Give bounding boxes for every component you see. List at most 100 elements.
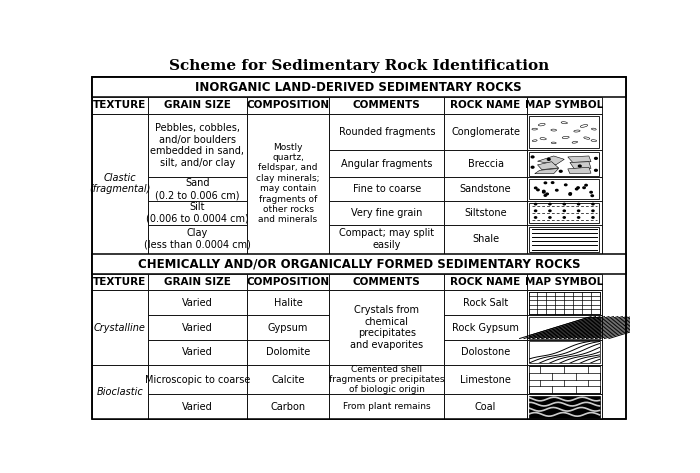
Bar <box>444 340 527 365</box>
Bar <box>330 365 444 394</box>
Text: Microscopic to coarse: Microscopic to coarse <box>145 375 250 385</box>
Circle shape <box>592 203 594 205</box>
Bar <box>330 225 444 254</box>
Ellipse shape <box>562 136 569 139</box>
Text: MAP SYMBOL: MAP SYMBOL <box>525 100 603 111</box>
Circle shape <box>546 193 548 195</box>
Text: Sandstone: Sandstone <box>460 184 511 194</box>
Circle shape <box>556 189 558 191</box>
Bar <box>527 225 601 254</box>
Text: Coal: Coal <box>475 402 496 412</box>
Text: Bioclastic: Bioclastic <box>97 387 144 397</box>
Bar <box>444 290 527 315</box>
Bar <box>444 394 527 419</box>
Bar <box>246 315 330 340</box>
Bar <box>330 290 444 419</box>
Bar <box>528 342 600 363</box>
Bar <box>528 396 600 418</box>
Bar <box>528 292 600 314</box>
Bar <box>330 177 444 201</box>
Ellipse shape <box>574 130 580 132</box>
Bar <box>444 274 527 290</box>
Ellipse shape <box>592 128 596 130</box>
Circle shape <box>531 166 534 168</box>
Circle shape <box>549 203 551 205</box>
Bar <box>529 152 599 175</box>
Text: Rounded fragments: Rounded fragments <box>339 127 435 137</box>
Text: Dolostone: Dolostone <box>461 347 510 358</box>
Bar <box>92 77 626 97</box>
Circle shape <box>559 170 562 172</box>
Circle shape <box>578 165 581 167</box>
Bar <box>246 290 330 315</box>
Ellipse shape <box>551 129 556 131</box>
Bar <box>527 150 601 177</box>
Bar <box>148 97 246 114</box>
Bar <box>148 365 246 394</box>
Bar <box>527 394 601 419</box>
Bar <box>148 290 246 315</box>
Bar <box>330 97 444 114</box>
Ellipse shape <box>552 142 556 144</box>
Bar <box>148 114 246 254</box>
Text: ROCK NAME: ROCK NAME <box>450 100 521 111</box>
Text: Scheme for Sedimentary Rock Identification: Scheme for Sedimentary Rock Identificati… <box>169 59 549 73</box>
Bar <box>92 290 148 365</box>
Bar <box>444 225 527 254</box>
Text: From plant remains: From plant remains <box>343 402 430 411</box>
Polygon shape <box>568 167 591 174</box>
Text: Sand
(0.2 to 0.006 cm): Sand (0.2 to 0.006 cm) <box>155 178 239 200</box>
Bar <box>527 114 601 254</box>
Text: Fine to coarse: Fine to coarse <box>353 184 421 194</box>
Circle shape <box>564 210 566 211</box>
Bar <box>92 254 626 274</box>
Text: COMMENTS: COMMENTS <box>353 277 421 287</box>
Ellipse shape <box>572 141 578 143</box>
Bar <box>529 203 599 223</box>
Text: Silt
(0.006 to 0.0004 cm): Silt (0.006 to 0.0004 cm) <box>146 202 248 224</box>
Text: Mostly
quartz,
feldspar, and
clay minerals;
may contain
fragments of
other rocks: Mostly quartz, feldspar, and clay minera… <box>256 143 320 224</box>
Ellipse shape <box>538 123 545 126</box>
Circle shape <box>578 203 580 205</box>
Circle shape <box>578 210 580 211</box>
Bar <box>148 274 246 290</box>
Bar <box>444 114 527 254</box>
Bar <box>330 114 444 254</box>
Circle shape <box>542 190 545 192</box>
Text: Crystalline: Crystalline <box>94 323 146 333</box>
Text: Very fine grain: Very fine grain <box>351 208 423 218</box>
Text: Clastic
(fragmental): Clastic (fragmental) <box>89 173 150 194</box>
Text: Rock Salt: Rock Salt <box>463 298 508 307</box>
Text: Cemented shell
fragments or precipitates
of biologic origin: Cemented shell fragments or precipitates… <box>329 365 444 394</box>
Text: Conglomerate: Conglomerate <box>451 127 520 137</box>
Bar <box>92 274 148 290</box>
Bar <box>528 316 600 339</box>
Text: Angular fragments: Angular fragments <box>341 158 433 168</box>
Bar <box>148 290 246 419</box>
Bar <box>444 114 527 150</box>
Polygon shape <box>570 162 591 170</box>
Bar <box>528 342 600 363</box>
Text: CHEMICALLY AND/OR ORGANICALLY FORMED SEDIMENTARY ROCKS: CHEMICALLY AND/OR ORGANICALLY FORMED SED… <box>137 257 580 271</box>
Bar <box>444 97 527 114</box>
Polygon shape <box>568 156 591 162</box>
Circle shape <box>583 187 585 189</box>
Bar <box>246 114 330 254</box>
Bar <box>444 290 527 419</box>
Bar <box>527 290 601 419</box>
Circle shape <box>535 210 537 211</box>
Bar <box>330 274 444 290</box>
Text: TEXTURE: TEXTURE <box>93 100 146 111</box>
Bar <box>148 114 246 177</box>
Bar <box>330 201 444 225</box>
Circle shape <box>591 195 594 196</box>
Circle shape <box>549 210 551 211</box>
Circle shape <box>552 182 554 184</box>
Bar <box>527 274 601 290</box>
Bar <box>527 97 601 114</box>
Bar <box>528 366 600 393</box>
Polygon shape <box>538 156 564 165</box>
Ellipse shape <box>580 124 588 127</box>
Text: Clay
(less than 0.0004 cm): Clay (less than 0.0004 cm) <box>144 228 251 250</box>
Bar <box>246 114 330 254</box>
